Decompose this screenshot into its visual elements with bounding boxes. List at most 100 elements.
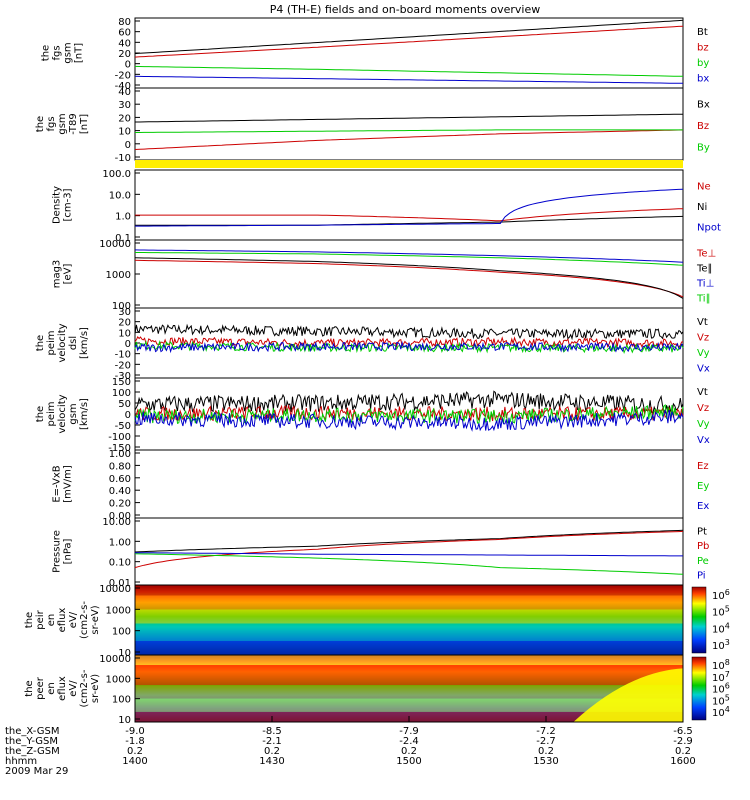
series-By-line bbox=[135, 129, 683, 133]
legend-Pb: Pb bbox=[697, 541, 709, 552]
y-tick-label: 20 bbox=[118, 49, 131, 60]
x-tick-label: -2.9 bbox=[673, 736, 693, 747]
y-tick-label: 0.60 bbox=[109, 474, 131, 485]
x-row-label: the_Z-GSM bbox=[5, 746, 60, 757]
legend-Te: Te∥ bbox=[696, 264, 713, 275]
colorbar-label: 106 bbox=[712, 588, 730, 602]
colorbar-label: 103 bbox=[712, 638, 730, 652]
y-tick-label: 10 bbox=[118, 648, 131, 659]
series-Pt-line bbox=[134, 529, 684, 553]
y-tick-label: -30 bbox=[115, 371, 131, 382]
panel-peim_velocity_dsl: thepeimvelocitydsl[km/s] 3020100-10-20-30… bbox=[35, 307, 710, 382]
colorbar: 106 105 104 103 bbox=[691, 586, 730, 654]
series-Pb-line bbox=[134, 530, 684, 569]
y-tick-label: 0.20 bbox=[109, 499, 131, 510]
colorbar-label: 104 bbox=[712, 705, 730, 719]
y-tick-label: 40 bbox=[118, 38, 131, 49]
y-tick-label: 30 bbox=[118, 307, 131, 318]
panel-frame bbox=[134, 517, 684, 586]
y-tick-label: -10 bbox=[115, 350, 131, 361]
y-tick-label: 20 bbox=[118, 318, 131, 329]
legend-Pe: Pe bbox=[697, 556, 709, 567]
legend-by: by bbox=[697, 58, 709, 69]
y-axis-label: Pressure[nPa] bbox=[52, 530, 74, 573]
y-tick-label: 10 bbox=[118, 715, 131, 726]
legend-Ti: Ti⊥ bbox=[696, 279, 714, 290]
y-tick-label: 30 bbox=[118, 100, 131, 111]
spectrogram-band bbox=[135, 595, 683, 610]
y-tick-label: -50 bbox=[115, 421, 131, 432]
series-Te-line bbox=[134, 257, 684, 299]
y-tick-label: 20 bbox=[118, 113, 131, 124]
x-tick-label: 0.2 bbox=[675, 746, 691, 757]
y-tick-label: 0.40 bbox=[109, 486, 131, 497]
y-tick-label: 50 bbox=[118, 399, 131, 410]
legend-Te: Te⊥ bbox=[696, 249, 716, 260]
colorbar-label: 108 bbox=[712, 658, 730, 672]
x-tick-label: -2.1 bbox=[262, 736, 282, 747]
y-tick-label: 150 bbox=[112, 377, 131, 388]
series-Bt-line bbox=[134, 19, 684, 55]
y-tick-label: 0.01 bbox=[109, 578, 131, 589]
series-Pi-line bbox=[135, 552, 683, 557]
x-tick-label: 0.2 bbox=[538, 746, 554, 757]
spectrogram-band bbox=[135, 623, 683, 641]
y-tick-label: 0 bbox=[125, 339, 131, 350]
series-Pe-line bbox=[134, 553, 684, 575]
y-tick-label: -20 bbox=[115, 360, 131, 371]
legend-Bt: Bt bbox=[697, 27, 708, 38]
y-tick-label: 10 bbox=[118, 328, 131, 339]
legend-Ey: Ey bbox=[697, 481, 709, 492]
series-Vt-line bbox=[134, 323, 684, 341]
legend-Ex: Ex bbox=[697, 501, 709, 512]
legend-Ni: Ni bbox=[697, 202, 707, 213]
colorbar-label: 106 bbox=[712, 682, 730, 696]
y-tick-label: 40 bbox=[118, 87, 131, 98]
x-tick-label: 0.2 bbox=[264, 746, 280, 757]
x-tick-label: 1430 bbox=[259, 756, 284, 767]
y-tick-label: 0.00 bbox=[109, 511, 131, 522]
y-axis-label: mag3[eV] bbox=[52, 260, 74, 289]
series-by-line bbox=[134, 65, 684, 77]
colorbar-label: 105 bbox=[712, 693, 730, 707]
colorbar-label: 105 bbox=[712, 605, 730, 619]
legend-Ne: Ne bbox=[697, 181, 711, 192]
series-bx-line bbox=[134, 75, 683, 84]
legend-Bx: Bx bbox=[697, 100, 710, 111]
spectrogram-band bbox=[135, 585, 683, 596]
y-tick-label: 10000 bbox=[99, 654, 131, 665]
legend-Npot: Npot bbox=[697, 223, 721, 234]
panel-peim_velocity_gsm: thepeimvelocitygsm[km/s] 150100500-50-100… bbox=[35, 377, 710, 454]
y-tick-label: 1000 bbox=[106, 270, 131, 281]
y-tick-label: -150 bbox=[108, 443, 131, 454]
y-axis-label: thepeerenefluxeV/(cm2-s-sr-eV) bbox=[24, 669, 101, 707]
x-row-label: hhmm bbox=[5, 756, 37, 767]
panel-density: Density[cm-3] 100.0 10.0 1.0 0.1 Ne Ni Npot bbox=[52, 169, 721, 244]
y-tick-label: 100 bbox=[112, 627, 131, 638]
series-Npot-line bbox=[135, 188, 684, 227]
series-Vy-line bbox=[134, 403, 684, 425]
y-tick-label: 1000 bbox=[106, 605, 131, 616]
y-tick-label: 10.00 bbox=[102, 517, 131, 528]
x-tick-label: 0.2 bbox=[401, 746, 417, 757]
panel-frame bbox=[134, 449, 684, 519]
legend-bz: bz bbox=[697, 42, 709, 53]
x-tick-label: -7.9 bbox=[399, 726, 419, 737]
y-tick-label: -10 bbox=[115, 153, 131, 164]
y-axis-label: thepeimvelocitygsm[km/s] bbox=[35, 394, 90, 433]
series-Bz-line bbox=[134, 129, 684, 150]
legend-Vx: Vx bbox=[697, 435, 710, 446]
legend-Vx: Vx bbox=[697, 363, 710, 374]
y-tick-label: 100 bbox=[112, 301, 131, 312]
y-tick-label: 60 bbox=[118, 28, 131, 39]
x-tick-label: 1500 bbox=[396, 756, 421, 767]
legend-Bz: Bz bbox=[697, 121, 709, 132]
series-Vx-line bbox=[134, 340, 684, 354]
series-Vt-line bbox=[134, 390, 684, 416]
panel-frame bbox=[134, 169, 684, 241]
panel-temperature: mag3[eV] 10000 1000 100 Te⊥ Te∥ Ti⊥ Ti∥ bbox=[52, 239, 717, 312]
status-bar bbox=[135, 160, 683, 168]
y-tick-label: 0.1 bbox=[115, 233, 131, 244]
